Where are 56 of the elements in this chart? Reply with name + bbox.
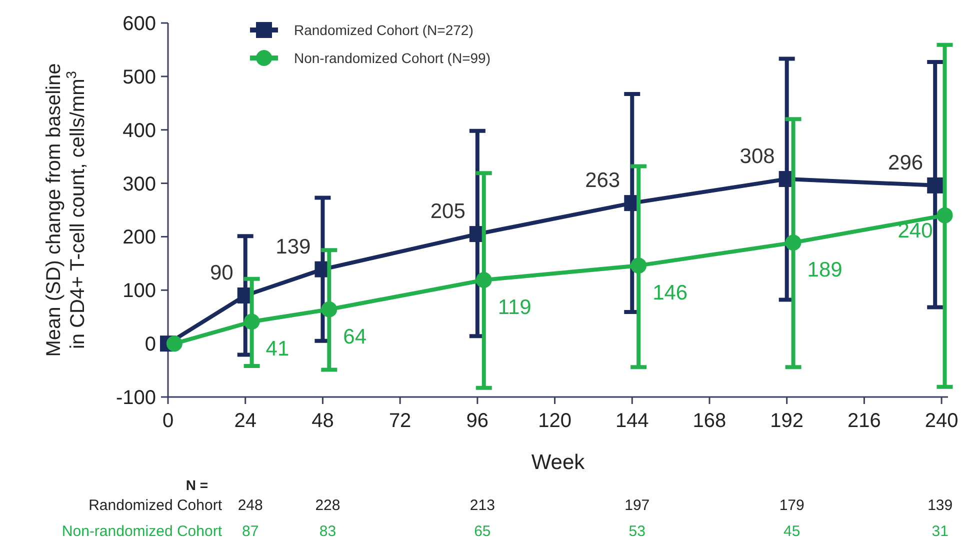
text: N = (186, 477, 208, 493)
x-tick-label: 24 (234, 410, 256, 432)
text: 228 (315, 497, 340, 514)
text: 213 (470, 497, 495, 514)
text: Randomized Cohort (88, 497, 223, 514)
data-label: 205 (430, 200, 466, 224)
x-tick-label: 240 (924, 410, 958, 432)
y-tick-label: 100 (122, 280, 156, 302)
data-label: 263 (585, 169, 620, 192)
point (630, 258, 647, 274)
x-tick-label: 120 (538, 410, 572, 432)
y-tick-label: 0 (144, 334, 156, 356)
legend-label: Randomized Cohort (N=272) (294, 22, 474, 38)
point (785, 234, 802, 251)
y-tick-label: 600 (122, 13, 156, 35)
legend-label: Non-randomized Cohort (N=99) (294, 50, 490, 66)
x-tick-label: 192 (770, 410, 804, 432)
y-tick-label: 300 (122, 173, 156, 196)
point (476, 272, 492, 288)
data-label: 189 (807, 258, 842, 282)
point (936, 207, 953, 224)
text: 45 (784, 523, 800, 540)
text: 197 (624, 497, 650, 514)
y-tick-label: 500 (122, 66, 156, 88)
data-label: 308 (740, 145, 775, 168)
text: 83 (319, 523, 336, 540)
x-tick-label: 72 (388, 410, 412, 432)
data-label: 296 (888, 151, 924, 174)
point (321, 301, 338, 318)
text: 87 (242, 523, 259, 540)
text: 65 (474, 523, 491, 540)
text: 53 (628, 523, 646, 540)
text: 31 (932, 523, 948, 540)
x-tick-label: 48 (312, 410, 334, 432)
point (166, 336, 182, 352)
point (244, 314, 260, 330)
text: 179 (779, 497, 804, 514)
x-tick-label: 0 (162, 410, 174, 432)
text: 139 (928, 497, 953, 514)
data-label: 90 (210, 261, 234, 284)
x-tick-label: 216 (848, 410, 881, 432)
x-axis-title: Week (531, 451, 586, 474)
y-tick-label: -100 (116, 387, 156, 409)
data-label: 64 (343, 325, 367, 348)
x-tick-label: 168 (692, 410, 726, 432)
y-tick-label: 200 (122, 226, 156, 249)
x-tick-label: 144 (615, 410, 649, 432)
x-tick-label: 96 (466, 410, 489, 432)
point (927, 177, 944, 194)
text: 248 (238, 497, 263, 514)
data-label: 146 (652, 282, 688, 305)
data-label: 119 (498, 296, 532, 319)
data-label: 139 (276, 235, 311, 258)
y-tick-label: 400 (122, 120, 156, 142)
data-label: 41 (266, 338, 290, 361)
text: Non-randomized Cohort (62, 523, 223, 540)
